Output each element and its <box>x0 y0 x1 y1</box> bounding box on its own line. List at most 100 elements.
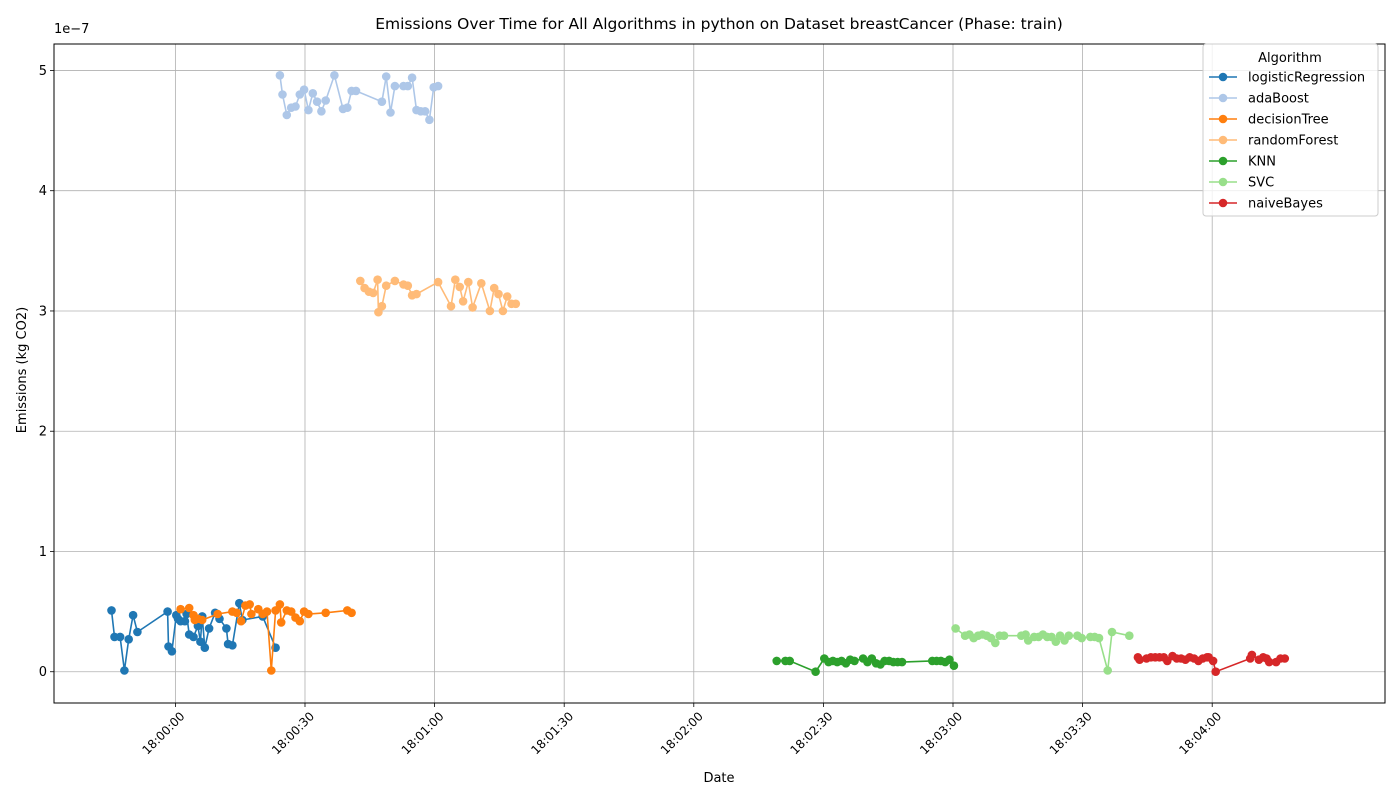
data-point <box>275 600 285 609</box>
y-axis-ticks: 0 1 2 3 4 5 <box>39 64 54 680</box>
data-point <box>308 89 318 98</box>
data-point <box>176 604 185 614</box>
data-point <box>455 282 465 292</box>
data-point <box>312 97 322 106</box>
legend-label: randomForest <box>1248 134 1338 149</box>
data-point <box>321 608 331 618</box>
series-randomForest <box>356 275 521 317</box>
legend-entry: randomForest <box>1209 134 1338 149</box>
legend-entry: decisionTree <box>1209 113 1329 128</box>
data-point <box>412 289 421 299</box>
data-point <box>330 71 339 80</box>
data-point <box>271 606 280 615</box>
legend-marker <box>1218 72 1228 82</box>
legend-label: naiveBayes <box>1248 197 1323 212</box>
data-point <box>200 643 210 652</box>
legend-title: Algorithm <box>1258 51 1322 66</box>
data-point <box>425 115 434 125</box>
legend-entry: logisticRegression <box>1209 71 1365 86</box>
data-point <box>184 603 194 613</box>
data-point <box>1247 650 1257 660</box>
data-point <box>180 616 190 626</box>
data-point <box>204 624 214 633</box>
data-point <box>390 276 400 286</box>
y-tick-label: 0 <box>39 665 47 680</box>
data-point <box>262 607 272 616</box>
data-point <box>245 600 254 609</box>
data-point <box>494 289 503 299</box>
y-tick-label: 1 <box>39 545 47 560</box>
data-point <box>304 105 313 115</box>
data-point <box>196 637 205 646</box>
data-point <box>377 301 387 311</box>
data-point <box>120 666 129 675</box>
data-point <box>295 616 305 626</box>
data-point <box>236 616 246 626</box>
data-point <box>945 655 954 664</box>
data-point <box>433 277 443 287</box>
y-tick-label: 5 <box>39 64 47 79</box>
data-point <box>282 110 292 120</box>
data-point <box>458 297 468 306</box>
data-point <box>115 632 125 642</box>
data-point <box>304 609 313 619</box>
data-point <box>107 606 116 615</box>
data-point <box>351 86 361 96</box>
data-point <box>1107 627 1117 637</box>
y-tick-label: 2 <box>39 425 47 440</box>
data-point <box>232 608 241 618</box>
data-point <box>451 275 460 285</box>
data-point <box>1077 633 1086 643</box>
legend-marker <box>1218 156 1228 166</box>
legend-marker <box>1218 177 1228 187</box>
legend-entries: logisticRegression adaBoost decisionTree ra… <box>1209 71 1365 212</box>
data-point <box>347 608 356 618</box>
data-point <box>286 607 296 616</box>
data-point <box>213 609 222 619</box>
data-point <box>468 303 477 312</box>
series-adaBoost <box>275 71 443 125</box>
data-point <box>343 103 352 112</box>
legend-label: KNN <box>1248 155 1276 170</box>
data-point <box>167 647 177 656</box>
data-point <box>381 72 391 81</box>
data-point <box>247 609 256 619</box>
series-SVC <box>951 624 1134 675</box>
legend-label: adaBoost <box>1248 92 1309 107</box>
legend: Algorithm logisticRegression adaBoost deci… <box>1202 43 1379 217</box>
data-point <box>403 281 413 291</box>
data-point <box>433 81 443 91</box>
data-point <box>464 277 473 287</box>
data-point <box>850 656 859 666</box>
data-point <box>276 618 286 627</box>
data-point <box>502 292 512 301</box>
x-axis-label: Date <box>703 771 734 786</box>
series-KNN <box>772 654 959 676</box>
y-tick-label: 4 <box>39 184 47 199</box>
data-point <box>1064 631 1074 640</box>
legend-entry: KNN <box>1209 155 1276 170</box>
data-point <box>222 624 231 633</box>
data-point <box>1264 657 1274 667</box>
data-point <box>420 107 430 116</box>
chart-title: Emissions Over Time for All Algorithms i… <box>375 15 1063 33</box>
data-point <box>128 610 138 620</box>
data-point <box>1125 631 1134 640</box>
data-point <box>381 281 391 291</box>
data-point <box>446 301 456 311</box>
data-point <box>811 667 820 676</box>
data-point <box>477 279 486 288</box>
data-point <box>999 631 1009 640</box>
data-point <box>1211 667 1220 676</box>
legend-marker <box>1218 198 1228 208</box>
data-point <box>368 288 378 298</box>
data-point <box>1051 637 1061 646</box>
legend-entry: SVC <box>1209 176 1274 191</box>
data-point <box>772 656 781 666</box>
data-point <box>407 73 417 82</box>
legend-box <box>1202 43 1379 217</box>
data-point <box>485 306 495 316</box>
